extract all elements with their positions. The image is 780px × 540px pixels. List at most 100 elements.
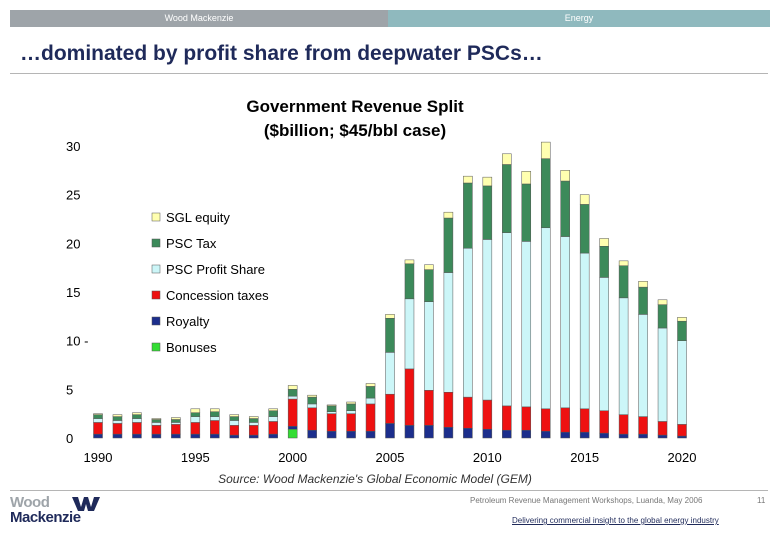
bar-royalty-1998 [248,434,259,439]
bar-concession-taxes-1995 [190,422,201,435]
bar-psc-tax-1993 [151,419,162,423]
bar-royalty-2002 [326,430,337,439]
bar-psc-profit-share-2016 [599,277,609,411]
y-axis: 0 5 10 - 15 20 25 30 [66,139,88,446]
x-tick-label: 1995 [181,450,210,465]
bar-royalty-2015 [579,431,590,439]
bar-concession-taxes-1992 [132,422,142,435]
bar-psc-tax-2015 [579,204,590,254]
bar-royalty-2005 [385,423,395,439]
slide-title: …dominated by profit share from deepwate… [20,42,543,65]
bar-psc-profit-share-2018 [638,314,648,417]
legend-swatch [151,264,161,274]
x-tick-label: 2000 [278,450,307,465]
bar-royalty-2017 [618,433,629,439]
bar-concession-taxes-2016 [599,410,609,434]
logo-word-1: Wood [10,494,50,511]
legend-label: PSC Profit Share [166,262,265,277]
chart-source: Source: Wood Mackenzie's Global Economic… [218,472,532,486]
bar-concession-taxes-2008 [443,392,454,428]
bar-sgl-equity-2016 [599,238,609,247]
footer-tagline: Delivering commercial insight to the glo… [512,516,719,525]
bar-concession-taxes-2020 [677,424,687,437]
bar-sgl-equity-2002 [326,404,337,407]
bar-concession-taxes-2012 [521,406,532,431]
bar-sgl-equity-2014 [560,170,570,182]
bar-sgl-equity-2015 [579,194,590,205]
bar-psc-tax-1992 [132,414,142,419]
bar-psc-profit-share-2012 [521,241,532,408]
bar-sgl-equity-1990 [93,413,103,415]
bar-royalty-2019 [657,434,668,439]
bar-psc-tax-2000 [287,389,298,397]
bar-psc-tax-1997 [229,416,240,421]
bar-psc-profit-share-1992 [132,418,142,423]
bar-concession-taxes-2019 [657,421,668,436]
bar-psc-tax-2010 [482,185,493,240]
bar-psc-tax-2006 [404,263,415,300]
bar-concession-taxes-2006 [404,368,415,426]
bar-psc-tax-1991 [112,416,123,421]
y-tick-label: 30 [66,139,80,154]
bar-royalty-2000 [287,426,298,430]
chart-subtitle: ($billion; $45/bbl case) [264,121,446,140]
bar-psc-profit-share-2006 [404,298,415,370]
logo-word-2: Mackenzie [10,509,81,526]
bar-concession-taxes-2018 [638,416,648,435]
page-number: 11 [757,496,766,505]
x-tick-label: 2020 [668,450,697,465]
bar-concession-taxes-2017 [618,414,629,435]
footer-divider [10,490,768,491]
legend-label: Royalty [166,314,210,329]
bar-royalty-1997 [229,434,240,439]
bar-psc-profit-share-2001 [307,403,317,409]
bar-royalty-1991 [112,433,123,439]
bar-psc-profit-share-1991 [112,420,123,424]
bar-royalty-2007 [424,425,434,439]
x-tick-label: 1990 [84,450,113,465]
legend-label: PSC Tax [166,236,217,251]
bar-psc-profit-share-2014 [560,236,570,409]
bar-sgl-equity-1993 [151,418,162,420]
bar-psc-profit-share-2000 [287,395,298,400]
legend-label: Concession taxes [166,288,269,303]
bar-psc-tax-2014 [560,180,570,237]
bar-royalty-2013 [540,430,551,439]
bar-psc-tax-1990 [93,414,103,419]
bar-royalty-1990 [93,433,103,439]
bar-psc-tax-2013 [540,158,551,229]
bar-sgl-equity-1994 [171,417,181,420]
bar-psc-profit-share-2015 [579,252,590,410]
y-tick-label: 15 [66,285,80,300]
bar-royalty-2006 [404,425,415,439]
header-bar: Wood Mackenzie Energy [10,10,770,27]
bar-sgl-equity-1996 [210,408,220,412]
bar-sgl-equity-1997 [229,414,240,417]
bar-psc-profit-share-2010 [482,239,493,401]
bar-concession-taxes-2010 [482,399,493,430]
y-tick-label: 25 [66,188,80,203]
bar-psc-profit-share-2007 [424,301,434,391]
bar-royalty-1999 [268,433,278,439]
bar-sgl-equity-2004 [365,383,376,387]
bar-concession-taxes-1993 [151,425,162,435]
y-tick-label: 0 [66,431,73,446]
bar-sgl-equity-2020 [677,317,687,322]
x-axis: 1990 1995 2000 2005 2010 2015 2020 [84,450,697,465]
footer-event: Petroleum Revenue Management Workshops, … [470,496,703,505]
bar-concession-taxes-2015 [579,408,590,433]
legend-swatch [151,238,161,248]
bar-concession-taxes-1999 [268,421,278,435]
bar-sgl-equity-2011 [502,153,512,165]
bar-sgl-equity-1998 [248,416,259,419]
y-tick-label: 20 [66,236,80,251]
bar-sgl-equity-1991 [112,414,123,417]
bar-concession-taxes-1994 [171,424,181,435]
legend-swatch [151,290,161,300]
bar-sgl-equity-2010 [482,176,493,187]
bar-royalty-1992 [132,433,142,439]
chart-title: Government Revenue Split [246,97,464,116]
legend-swatch [151,316,161,326]
bars-group [93,141,687,439]
